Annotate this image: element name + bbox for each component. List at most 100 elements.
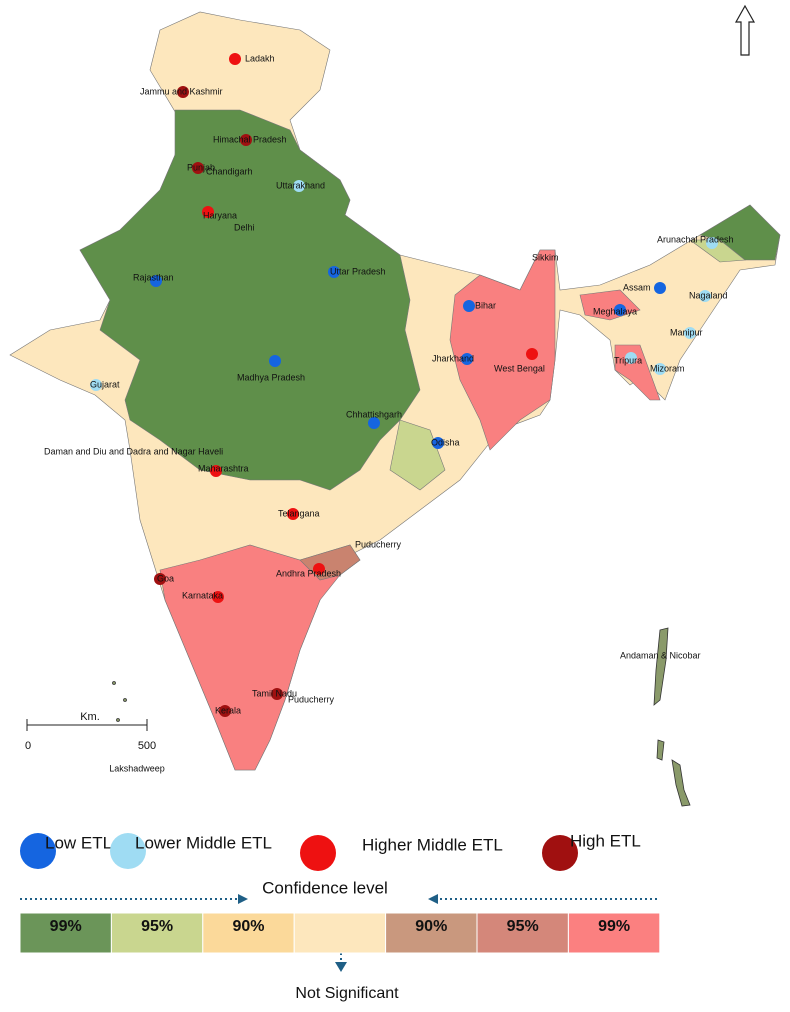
place-label: Sikkim: [532, 252, 559, 262]
scale-tick: 0: [25, 740, 31, 752]
place-dot: [328, 266, 340, 278]
legend-dot: [542, 835, 578, 871]
confidence-box: [19, 912, 112, 954]
place-label: Ladakh: [245, 53, 275, 63]
place-label: Punjab: [187, 162, 215, 172]
place-markers: Rajasthan Uttar Pradesh Madhya Pradesh Chha…: [44, 53, 734, 717]
legend-dot: [20, 833, 56, 869]
place-dot: [210, 465, 222, 477]
confidence-label: 95%: [141, 918, 173, 935]
legend-dot: [300, 835, 336, 871]
place-dot: [526, 348, 538, 360]
not-significant-label: Not Significant: [295, 985, 399, 1002]
place-label: Puducherry: [355, 539, 402, 549]
place-dot: [684, 327, 696, 339]
island: [653, 627, 669, 706]
place-dot: [461, 353, 473, 365]
place-dot: [240, 134, 252, 146]
north-arrow-shape: [734, 4, 756, 56]
place-label: Meghalaya: [593, 306, 637, 316]
place-label: Andaman & Nicobar: [620, 650, 701, 660]
place-label: Daman and Diu and Dadra and Nagar Haveli: [44, 446, 223, 456]
place-label: Jharkhand: [432, 353, 474, 363]
legend-label: Lower Middle ETL: [135, 833, 272, 852]
place-dot: [313, 563, 325, 575]
place-label: Haryana: [203, 210, 237, 220]
legend-dot: [110, 833, 146, 869]
place-label: Maharashtra: [198, 463, 249, 473]
place-label: Karnataka: [182, 590, 223, 600]
place-label: Rajasthan: [133, 272, 174, 282]
place-dot: [177, 86, 189, 98]
legend-label: High ETL: [570, 831, 641, 850]
place-label: Manipur: [670, 327, 703, 337]
place-dot: [625, 352, 637, 364]
place-label: Assam: [623, 282, 651, 292]
light-green-patch: [389, 419, 446, 491]
place-label: Kerala: [215, 705, 241, 715]
place-label: West Bengal: [494, 363, 545, 373]
island: [112, 681, 116, 685]
place-dot: [90, 379, 102, 391]
place-label: Arunachal Pradesh: [657, 234, 734, 244]
arrow-head: [428, 894, 438, 904]
confidence-boxes: 99% 95% 90% 90% 95% 99%: [19, 912, 661, 954]
confidence-label: 99%: [598, 918, 630, 935]
confidence-title: Confidence level: [262, 878, 388, 897]
place-dot: [287, 508, 299, 520]
place-label: Delhi: [234, 222, 255, 232]
confidence-label: 99%: [50, 918, 82, 935]
place-label: Odisha: [431, 437, 460, 447]
confidence-box: [293, 912, 387, 954]
island: [656, 739, 665, 761]
confidence-label: 90%: [232, 918, 264, 935]
island: [671, 759, 691, 807]
place-label: Mizoram: [650, 363, 685, 373]
place-dot: [269, 355, 281, 367]
place-dot: [192, 162, 204, 174]
arrow-heads: [238, 894, 438, 972]
confidence-arrows: [20, 898, 660, 962]
green-region: [79, 109, 421, 491]
island-label: Lakshadweep: [109, 763, 165, 773]
legend: Low ETL Lower Middle ETL Higher Middle ETL…: [20, 831, 641, 871]
confidence-label: 90%: [415, 918, 447, 935]
place-dot: [654, 282, 666, 294]
place-label: Jammu and Kashmir: [140, 86, 223, 96]
confidence-box: [202, 912, 295, 954]
place-label: Chandigarh: [206, 166, 253, 176]
arrow-head: [238, 894, 248, 904]
place-label: Uttar Pradesh: [330, 266, 386, 276]
place-label: Telangana: [278, 508, 320, 518]
island: [123, 698, 127, 702]
scale-bar: [26, 719, 148, 731]
place-label: Bihar: [475, 300, 496, 310]
place-dot: [219, 705, 231, 717]
place-label: Uttarakhand: [276, 180, 325, 190]
confidence-box: [385, 912, 478, 954]
place-dot: [150, 275, 162, 287]
legend-label: Higher Middle ETL: [362, 835, 503, 854]
scale-tick: 500: [138, 740, 156, 752]
place-dot: [368, 417, 380, 429]
legend-label: Low ETL: [45, 833, 112, 852]
place-label: Nagaland: [689, 290, 728, 300]
place-label: Tamil Nadu: [252, 688, 297, 698]
scale-unit: Km.: [80, 711, 100, 723]
south-pink-region: [159, 544, 361, 771]
place-dot: [293, 180, 305, 192]
place-label: Goa: [157, 573, 174, 583]
island: [116, 718, 120, 722]
place-label: Tripura: [614, 355, 642, 365]
place-dot: [706, 237, 718, 249]
place-label: Madhya Pradesh: [237, 372, 305, 382]
map-regions: [9, 11, 781, 771]
place-dot: [212, 591, 224, 603]
place-label: Gujarat: [90, 379, 120, 389]
place-dot: [229, 53, 241, 65]
place-dot: [699, 290, 711, 302]
place-dot: [202, 206, 214, 218]
confidence-box: [567, 912, 661, 954]
place-dot: [432, 437, 444, 449]
place-dot: [614, 304, 626, 316]
